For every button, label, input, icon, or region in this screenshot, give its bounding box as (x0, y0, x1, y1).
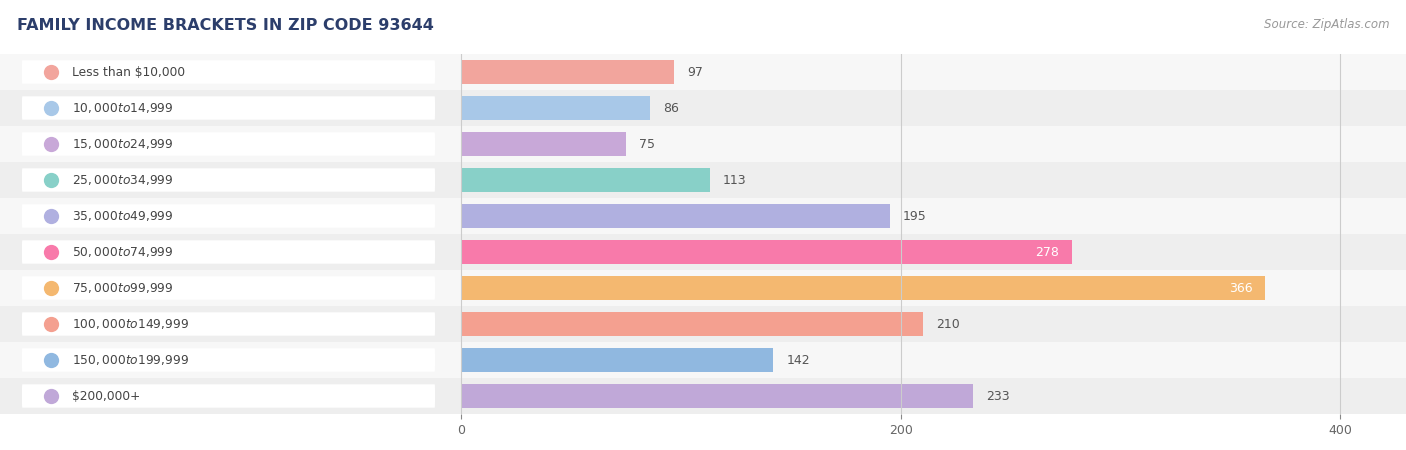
Text: Source: ZipAtlas.com: Source: ZipAtlas.com (1264, 18, 1389, 31)
Bar (461, 168, 710, 192)
FancyBboxPatch shape (22, 240, 434, 264)
Bar (0, 198, 1406, 234)
Text: $150,000 to $199,999: $150,000 to $199,999 (73, 353, 190, 367)
Bar (0, 126, 1406, 162)
Bar (0, 54, 1406, 90)
Text: 195: 195 (903, 210, 927, 222)
Bar (461, 384, 973, 408)
Text: 210: 210 (936, 318, 960, 330)
Bar (461, 312, 922, 336)
Text: $35,000 to $49,999: $35,000 to $49,999 (73, 209, 174, 223)
Bar (0, 162, 1406, 198)
FancyBboxPatch shape (22, 168, 434, 192)
Text: 366: 366 (1229, 282, 1253, 294)
FancyBboxPatch shape (22, 276, 434, 300)
FancyBboxPatch shape (22, 60, 434, 84)
Text: 233: 233 (987, 390, 1010, 402)
FancyBboxPatch shape (22, 132, 434, 156)
Bar (0, 234, 1406, 270)
Text: 113: 113 (723, 174, 747, 186)
Text: $10,000 to $14,999: $10,000 to $14,999 (73, 101, 174, 115)
Text: FAMILY INCOME BRACKETS IN ZIP CODE 93644: FAMILY INCOME BRACKETS IN ZIP CODE 93644 (17, 18, 433, 33)
Bar (461, 96, 650, 120)
Bar (0, 270, 1406, 306)
Bar (461, 204, 890, 228)
Text: $15,000 to $24,999: $15,000 to $24,999 (73, 137, 174, 151)
Text: 278: 278 (1035, 246, 1059, 258)
FancyBboxPatch shape (22, 204, 434, 228)
Text: $25,000 to $34,999: $25,000 to $34,999 (73, 173, 174, 187)
Text: 97: 97 (688, 66, 703, 78)
Bar (0, 90, 1406, 126)
Text: Less than $10,000: Less than $10,000 (73, 66, 186, 78)
Text: $50,000 to $74,999: $50,000 to $74,999 (73, 245, 174, 259)
Text: $100,000 to $149,999: $100,000 to $149,999 (73, 317, 190, 331)
FancyBboxPatch shape (22, 348, 434, 372)
Text: $75,000 to $99,999: $75,000 to $99,999 (73, 281, 174, 295)
FancyBboxPatch shape (22, 384, 434, 408)
Bar (0, 306, 1406, 342)
Bar (0, 378, 1406, 414)
Bar (461, 132, 626, 156)
Text: 86: 86 (664, 102, 679, 114)
Bar (461, 348, 773, 372)
Text: 142: 142 (786, 354, 810, 366)
Bar (461, 276, 1265, 300)
Text: $200,000+: $200,000+ (73, 390, 141, 402)
FancyBboxPatch shape (22, 96, 434, 120)
FancyBboxPatch shape (22, 312, 434, 336)
Bar (0, 342, 1406, 378)
Text: 75: 75 (640, 138, 655, 150)
Bar (461, 60, 675, 84)
Bar (461, 240, 1071, 264)
